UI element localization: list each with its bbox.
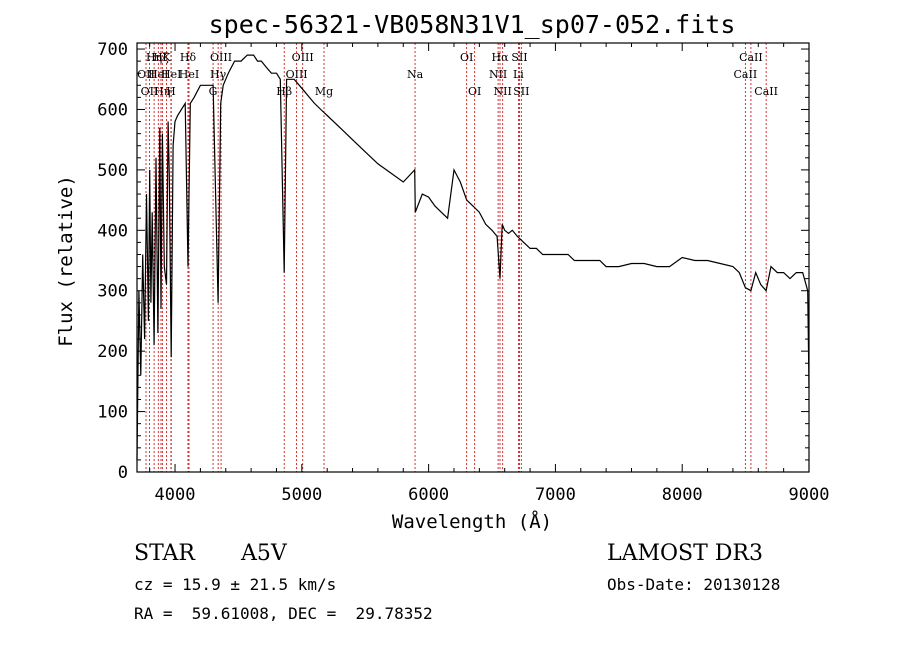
line-label: OIII	[210, 51, 232, 64]
line-label: Hη	[154, 85, 170, 98]
y-tick-label: 700	[97, 40, 128, 60]
y-tick-label: 600	[97, 100, 128, 120]
line-label: OI	[460, 51, 473, 64]
line-label: HeI	[179, 68, 199, 81]
line-label: OII	[137, 68, 155, 81]
line-label: Hδ	[180, 51, 197, 64]
line-label: CaII	[734, 68, 758, 81]
y-tick-label: 500	[97, 161, 128, 181]
line-label: Na	[407, 68, 424, 81]
y-tick-label: 300	[97, 282, 128, 302]
x-tick-label: 9000	[789, 485, 830, 505]
line-label: NII	[494, 85, 512, 98]
obs-date: Obs-Date: 20130128	[607, 575, 780, 594]
line-label: K	[162, 51, 171, 64]
x-tick-label: 8000	[662, 485, 703, 505]
line-label: Hζ	[153, 51, 169, 64]
line-label: HeI	[148, 68, 168, 81]
line-label: CaII	[754, 85, 778, 98]
line-label: Hγ	[210, 68, 227, 81]
chart-title: spec-56321-VB058N31V1_sp07-052.fits	[209, 10, 736, 39]
line-label: Li	[513, 68, 524, 81]
y-tick-label: 0	[118, 463, 128, 483]
line-label: SII	[513, 85, 529, 98]
y-axis-ticks: 0 100 200 300 400 500 600 700	[97, 40, 809, 483]
line-label: OII	[141, 85, 159, 98]
line-label: HeI	[161, 68, 181, 81]
y-tick-label: 200	[97, 342, 128, 362]
spectral-line-labels: OIIOIIHηHeIHζHηKHHeIHδHeIGHγOIIIHβOIIIOI…	[137, 51, 778, 98]
x-tick-label: 4000	[155, 485, 196, 505]
survey-name: LAMOST DR3	[607, 541, 763, 566]
spectral-line-markers	[145, 43, 767, 472]
line-label: OIII	[292, 51, 314, 64]
line-label: NII	[489, 68, 507, 81]
line-label: SII	[511, 51, 527, 64]
x-tick-label: 6000	[408, 485, 449, 505]
line-label: CaII	[739, 51, 763, 64]
line-label: OI	[468, 85, 481, 98]
object-class: STAR	[134, 541, 196, 566]
x-axis-ticks: 4000 5000 6000 7000 8000 9000	[149, 43, 830, 505]
line-label: Hβ	[276, 85, 292, 98]
x-tick-label: 7000	[535, 485, 576, 505]
line-label: Hη	[146, 51, 162, 64]
x-axis-label: Wavelength (Å)	[392, 510, 552, 533]
spectrum-line	[136, 54, 810, 460]
redshift-value: cz = 15.9 ± 21.5 km/s	[134, 575, 336, 594]
x-tick-label: 5000	[281, 485, 322, 505]
line-label: Mg	[315, 85, 333, 98]
plot-frame	[136, 42, 810, 473]
line-label: OIII	[286, 68, 308, 81]
y-tick-label: 100	[97, 403, 128, 423]
y-axis-label: Flux (relative)	[55, 175, 77, 347]
line-label: Hα	[491, 51, 509, 64]
coordinates: RA = 59.61008, DEC = 29.78352	[134, 604, 433, 623]
object-subclass: A5V	[240, 541, 288, 566]
y-tick-label: 400	[97, 221, 128, 241]
line-label: H	[166, 85, 176, 98]
